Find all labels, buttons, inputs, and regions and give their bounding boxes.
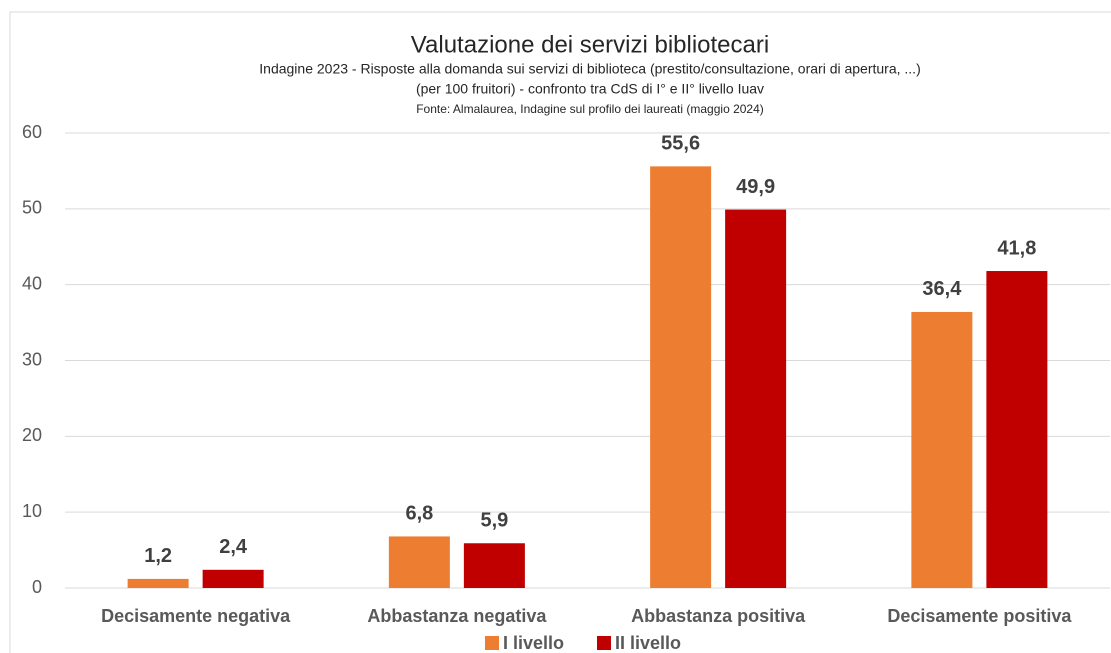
y-tick-label: 40	[22, 273, 42, 293]
chart-subtitle: (per 100 fruitori) - confronto tra CdS d…	[416, 81, 764, 97]
data-label: 55,6	[661, 133, 700, 155]
chart-subtitle: Indagine 2023 - Risposte alla domanda su…	[259, 61, 920, 77]
data-label: 5,9	[480, 510, 508, 532]
chart-title: Valutazione dei servizi bibliotecari	[411, 31, 769, 58]
data-label: 49,9	[736, 176, 775, 198]
legend-swatch	[485, 636, 499, 650]
bar	[202, 569, 264, 588]
data-label: 2,4	[219, 536, 248, 558]
data-label: 6,8	[405, 503, 433, 525]
bar	[650, 166, 712, 588]
y-tick-label: 20	[22, 425, 42, 445]
bar	[388, 536, 450, 588]
data-label: 36,4	[922, 278, 962, 300]
x-tick-label: Abbastanza negativa	[367, 606, 547, 626]
y-tick-label: 50	[22, 198, 42, 218]
legend-label: II livello	[615, 633, 681, 653]
x-tick-label: Decisamente negativa	[101, 606, 291, 626]
bar	[725, 209, 787, 588]
y-tick-label: 10	[22, 501, 42, 521]
data-label: 41,8	[997, 237, 1036, 259]
chart-subtitle: Fonte: Almalaurea, Indagine sul profilo …	[416, 102, 764, 116]
bar	[911, 311, 973, 588]
data-label: 1,2	[144, 545, 172, 567]
legend-swatch	[597, 636, 611, 650]
bar	[463, 543, 525, 588]
x-tick-label: Abbastanza positiva	[631, 606, 806, 626]
y-tick-label: 60	[22, 122, 42, 142]
x-tick-label: Decisamente positiva	[887, 606, 1072, 626]
bar	[986, 271, 1048, 588]
legend-label: I livello	[503, 633, 564, 653]
bar	[127, 578, 189, 588]
y-tick-label: 30	[22, 349, 42, 369]
y-tick-label: 0	[32, 577, 42, 597]
